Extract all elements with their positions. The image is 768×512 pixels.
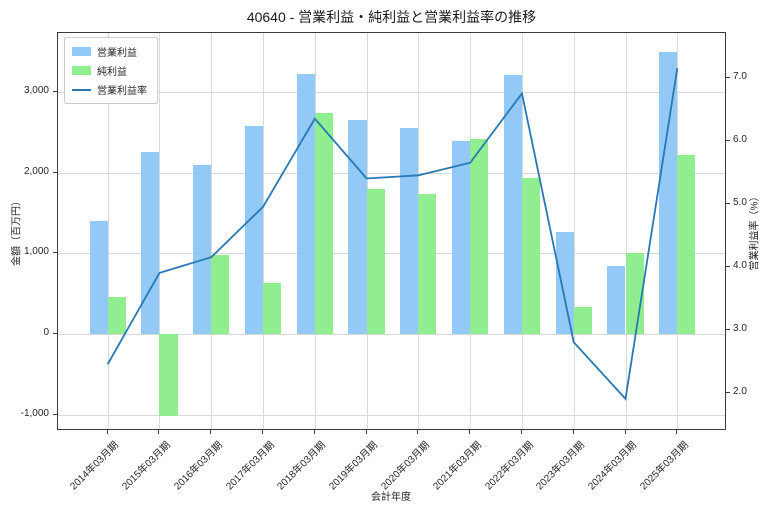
y-tick-mark [53,171,57,173]
bar-営業利益 [193,164,212,334]
y-tick-mark-right [726,76,730,78]
x-axis-label: 会計年度 [371,492,411,503]
x-tick-mark [313,430,315,434]
legend-label: 営業利益 [97,48,137,59]
gridline-vertical [263,33,265,429]
x-tick-mark [417,430,419,434]
y-tick-label-right: 4.0 [733,259,747,271]
bar-営業利益 [452,141,471,334]
y-tick-mark-right [726,328,730,330]
x-tick-mark [624,430,626,434]
bar-営業利益 [659,52,678,334]
legend-item-営業利益率: 営業利益率 [72,82,147,97]
bar-営業利益 [400,127,419,334]
x-tick-mark [572,430,574,434]
x-tick-mark [106,430,108,434]
plot-area [57,32,726,430]
bar-営業利益 [141,151,160,334]
legend-item-営業利益: 営業利益 [72,44,147,59]
chart-title: 40640 - 営業利益・純利益と営業利益率の推移 [246,9,537,25]
y-tick-label: 0 [43,326,49,338]
bar-純利益 [521,177,541,334]
bar-純利益 [625,253,644,334]
x-tick-mark [262,430,264,434]
bar-営業利益 [89,221,108,334]
y-tick-mark-right [726,202,730,204]
legend: 営業利益純利益営業利益率 [64,37,158,104]
bar-営業利益 [555,231,574,334]
bar-純利益 [470,139,489,334]
legend-line-sample [72,88,91,91]
gridline-vertical [211,33,213,429]
bar-営業利益 [607,265,626,334]
legend-color-patch [72,66,91,75]
x-tick-mark [469,430,471,434]
x-tick-mark [158,430,160,434]
gridline-vertical [573,33,575,429]
x-tick-mark [210,430,212,434]
bar-営業利益 [503,75,522,334]
bar-純利益 [677,155,696,334]
x-tick-mark [520,430,522,434]
y-tick-label-right: 7.0 [733,70,747,82]
y-tick-mark [53,252,57,254]
y-tick-label-right: 5.0 [733,196,747,208]
legend-color-patch [72,47,91,56]
y-tick-mark-right [726,265,730,267]
bar-営業利益 [348,120,367,334]
x-tick-mark [365,430,367,434]
y-tick-label: 3,000 [23,85,49,97]
legend-label: 純利益 [97,67,127,78]
bar-純利益 [314,113,333,334]
bar-営業利益 [244,126,264,334]
gridline-horizontal [58,414,725,416]
y-tick-label: 1,000 [23,246,49,258]
bar-純利益 [159,333,178,417]
legend-label: 営業利益率 [97,86,147,97]
bar-純利益 [418,193,437,334]
y-tick-label-right: 6.0 [733,133,747,145]
y-tick-mark [53,332,57,334]
bar-純利益 [211,255,230,334]
legend-item-純利益: 純利益 [72,63,147,78]
bar-営業利益 [296,73,315,334]
gridline-vertical [625,33,627,429]
y-tick-mark-right [726,139,730,141]
y-tick-label-right: 3.0 [733,322,747,334]
y-tick-mark [53,91,57,93]
y-tick-mark-right [726,391,730,393]
bar-純利益 [107,296,126,334]
y-tick-label: 2,000 [23,165,49,177]
y-tick-mark [53,413,57,415]
y-tick-label-right: 2.0 [733,385,747,397]
bar-純利益 [263,283,282,334]
bar-純利益 [366,188,385,334]
bar-純利益 [573,306,592,334]
y-tick-label: -1,000 [20,407,49,419]
x-tick-mark [676,430,678,434]
